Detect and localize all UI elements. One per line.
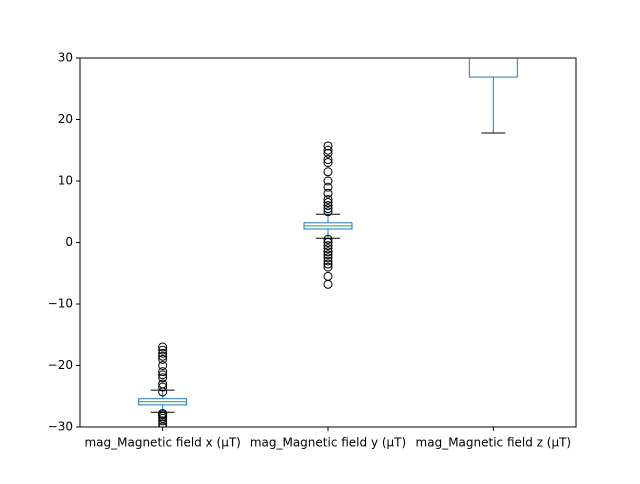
outlier <box>158 345 168 355</box>
outlier <box>323 271 333 281</box>
outlier <box>158 370 168 380</box>
outlier <box>323 194 333 204</box>
outlier <box>323 182 333 192</box>
outlier <box>323 188 333 198</box>
outlier <box>323 158 333 168</box>
outlier <box>323 262 333 272</box>
outlier <box>323 201 333 211</box>
y-tick-label: 20 <box>58 112 73 126</box>
outlier <box>323 279 333 289</box>
outlier <box>323 238 333 247</box>
outlier <box>158 422 168 427</box>
outlier <box>323 198 333 208</box>
x-tick-label: mag_Magnetic field y (µT) <box>250 436 406 450</box>
outlier <box>323 167 333 177</box>
outlier <box>323 145 333 155</box>
box <box>468 58 518 78</box>
outlier <box>158 367 168 377</box>
plot-frame <box>79 57 577 428</box>
outlier <box>323 253 333 263</box>
outlier <box>158 351 168 361</box>
x-tick-label: mag_Magnetic field x (µT) <box>84 436 240 450</box>
outlier <box>323 204 333 214</box>
outlier <box>158 416 168 426</box>
y-tick-label: −20 <box>48 358 73 372</box>
outlier <box>323 241 333 251</box>
outlier <box>323 259 333 269</box>
outlier <box>158 361 168 370</box>
outlier <box>323 176 333 186</box>
outlier <box>158 348 168 358</box>
outlier <box>323 250 333 260</box>
outlier <box>158 382 168 392</box>
y-tick-label: 30 <box>58 51 73 65</box>
y-tick-label: 0 <box>65 235 73 249</box>
outlier <box>158 413 168 423</box>
outlier <box>323 234 333 244</box>
outlier <box>323 154 333 164</box>
y-tick-label: −10 <box>48 297 73 311</box>
outlier <box>323 141 333 151</box>
outlier <box>323 247 333 257</box>
y-tick-label: −30 <box>48 420 73 434</box>
outlier <box>158 387 168 397</box>
outlier <box>158 373 168 383</box>
outlier <box>323 148 333 158</box>
outlier <box>158 342 168 352</box>
plot-area <box>138 58 518 427</box>
x-tick-label: mag_Magnetic field z (µT) <box>416 436 572 450</box>
outlier <box>158 354 168 364</box>
outlier <box>323 256 333 266</box>
outlier <box>158 419 168 427</box>
outlier <box>323 244 333 254</box>
outlier <box>323 207 333 217</box>
y-tick-label: 10 <box>58 174 73 188</box>
